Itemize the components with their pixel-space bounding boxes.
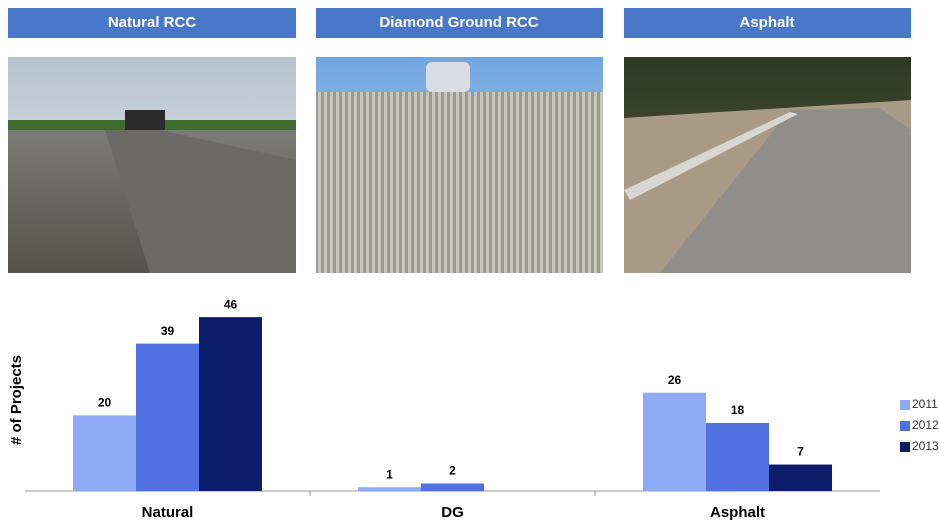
y-axis-label: # of Projects [8, 355, 25, 445]
data-label: 26 [668, 373, 682, 387]
data-label: 46 [224, 297, 238, 311]
bar [421, 483, 484, 491]
data-label: 18 [731, 403, 745, 417]
data-label: 39 [161, 324, 175, 338]
x-tick-label: Asphalt [710, 504, 765, 521]
data-label: 7 [797, 445, 804, 459]
header-bar [8, 8, 296, 38]
bar [706, 422, 769, 491]
x-tick-label: Natural [142, 504, 194, 521]
legend-label: 2012 [912, 418, 939, 432]
photo [624, 57, 911, 273]
bar [136, 343, 199, 491]
legend-swatch [900, 442, 910, 452]
data-label: 20 [98, 396, 112, 410]
legend-swatch [900, 400, 910, 410]
headers: Natural RCC Diamond Ground RCC Asphalt [8, 8, 911, 38]
header-bar [624, 8, 911, 38]
data-label: 2 [449, 464, 456, 478]
bar [769, 464, 832, 491]
legend-swatch [900, 421, 910, 431]
header-title: Asphalt [739, 14, 794, 31]
header-title: Diamond Ground RCC [379, 14, 538, 31]
x-tick-label: DG [441, 504, 464, 521]
legend-label: 2013 [912, 439, 939, 453]
bar [358, 487, 421, 491]
photo [316, 57, 603, 273]
data-label: 1 [386, 467, 393, 481]
bar [643, 392, 706, 491]
photo [8, 57, 296, 273]
header-title: Natural RCC [108, 14, 197, 31]
bar [199, 317, 262, 491]
legend-label: 2011 [912, 397, 938, 411]
bar [73, 415, 136, 491]
header-bar [316, 8, 603, 38]
